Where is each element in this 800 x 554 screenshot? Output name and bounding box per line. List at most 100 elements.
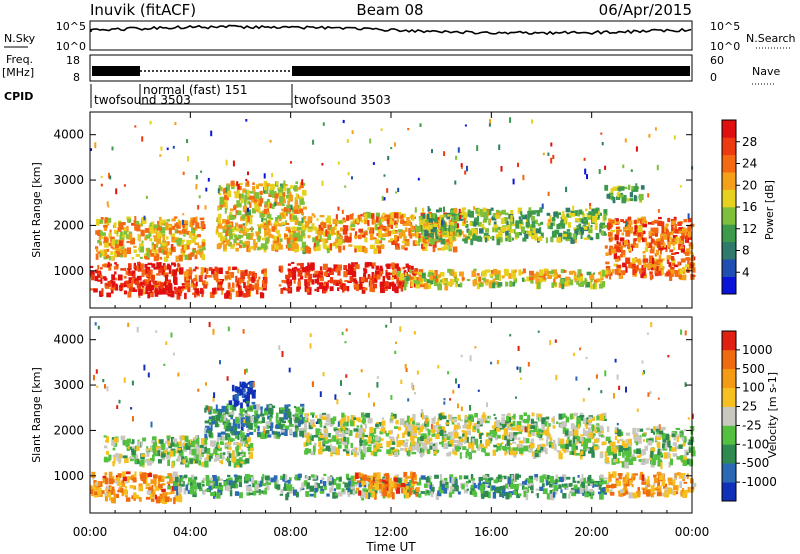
power-cell xyxy=(390,230,393,235)
velocity-cell xyxy=(152,442,157,446)
power-cell xyxy=(496,238,501,246)
power-cell xyxy=(286,211,291,214)
power-cell xyxy=(623,253,626,258)
power-cell xyxy=(214,291,218,294)
power-cell xyxy=(360,232,363,236)
velocity-cell xyxy=(226,419,231,426)
power-cell xyxy=(219,235,223,242)
power-cell xyxy=(403,283,407,291)
power-cell xyxy=(232,160,235,167)
power-cell xyxy=(202,247,206,250)
power-cell xyxy=(188,231,193,239)
velocity-cell xyxy=(358,481,363,487)
power-cell xyxy=(143,283,148,286)
power-cell xyxy=(297,226,302,231)
power-cell xyxy=(273,235,277,241)
power-cell xyxy=(107,261,110,268)
velocity-band-3 xyxy=(204,403,307,441)
velocity-cell xyxy=(237,423,241,429)
velocity-cell xyxy=(136,446,140,451)
power-cell xyxy=(456,231,461,238)
velocity-cell xyxy=(327,480,330,485)
power-cell xyxy=(488,281,493,289)
power-cell xyxy=(670,266,675,270)
velocity-cell xyxy=(539,475,545,483)
velocity-cell xyxy=(358,490,362,496)
power-cell xyxy=(286,288,291,292)
power-cell xyxy=(128,268,131,274)
velocity-cell xyxy=(284,425,290,430)
power-cell xyxy=(622,272,626,276)
power-cell xyxy=(304,285,309,290)
velocity-cell xyxy=(116,482,121,486)
power-cell xyxy=(139,256,143,259)
power-cell xyxy=(307,262,310,268)
power-cell xyxy=(110,251,113,255)
velocity-cell xyxy=(172,471,178,477)
velocity-cell xyxy=(152,454,155,462)
power-cell xyxy=(348,263,351,268)
velocity-cell xyxy=(175,495,180,502)
power-cell xyxy=(262,284,267,288)
velocity-cell xyxy=(105,488,108,492)
velocity-cell xyxy=(204,446,207,453)
power-cell xyxy=(599,212,602,216)
velocity-cell xyxy=(379,483,385,488)
power-cell xyxy=(378,219,382,225)
power-cell xyxy=(412,240,417,247)
power-cell xyxy=(510,229,514,233)
power-cell xyxy=(443,232,447,235)
velocity-cell xyxy=(245,395,250,401)
velocity-cell xyxy=(121,490,124,497)
power-cell xyxy=(450,221,455,229)
velocity-cell xyxy=(341,488,345,492)
power-cell xyxy=(547,274,552,279)
power-cell xyxy=(255,289,259,295)
power-band-9 xyxy=(604,216,696,281)
power-cell xyxy=(288,208,292,213)
power-cell xyxy=(290,185,294,189)
power-cell xyxy=(107,217,112,223)
velocity-cell xyxy=(499,485,505,490)
power-cell xyxy=(378,233,384,239)
power-cell xyxy=(247,216,250,223)
velocity-cell xyxy=(227,485,231,492)
velocity-cell xyxy=(553,484,558,490)
power-cell xyxy=(354,235,358,238)
power-cell xyxy=(141,240,144,245)
velocity-cell xyxy=(227,480,230,485)
power-cell xyxy=(677,230,683,234)
power-cell xyxy=(658,216,662,220)
power-cell xyxy=(420,225,423,232)
power-cell xyxy=(291,246,295,251)
power-cell xyxy=(679,246,685,249)
power-cell xyxy=(419,217,423,223)
velocity-cell xyxy=(232,450,235,458)
velocity-cell xyxy=(263,491,268,495)
power-cell xyxy=(552,154,555,159)
power-cell xyxy=(283,180,286,186)
power-cell xyxy=(497,231,503,237)
velocity-cell xyxy=(297,422,301,427)
velocity-cell xyxy=(206,427,211,430)
power-cell xyxy=(127,284,130,289)
power-cell xyxy=(524,233,529,239)
velocity-cell xyxy=(250,447,254,452)
velocity-cell xyxy=(585,491,589,495)
power-cell xyxy=(325,231,330,237)
power-cell xyxy=(494,274,500,280)
power-cell xyxy=(654,261,657,265)
power-cell xyxy=(117,227,122,232)
power-cell xyxy=(246,280,250,286)
power-cell xyxy=(240,276,243,283)
power-cell xyxy=(149,276,152,280)
power-cell xyxy=(314,288,317,292)
velocity-cell xyxy=(196,482,202,490)
power-cell xyxy=(195,184,198,190)
power-cell xyxy=(185,275,190,281)
velocity-cell xyxy=(505,484,508,489)
power-cell xyxy=(269,187,272,191)
power-cell xyxy=(291,261,295,264)
velocity-cell xyxy=(545,480,548,486)
velocity-cell xyxy=(412,481,418,484)
